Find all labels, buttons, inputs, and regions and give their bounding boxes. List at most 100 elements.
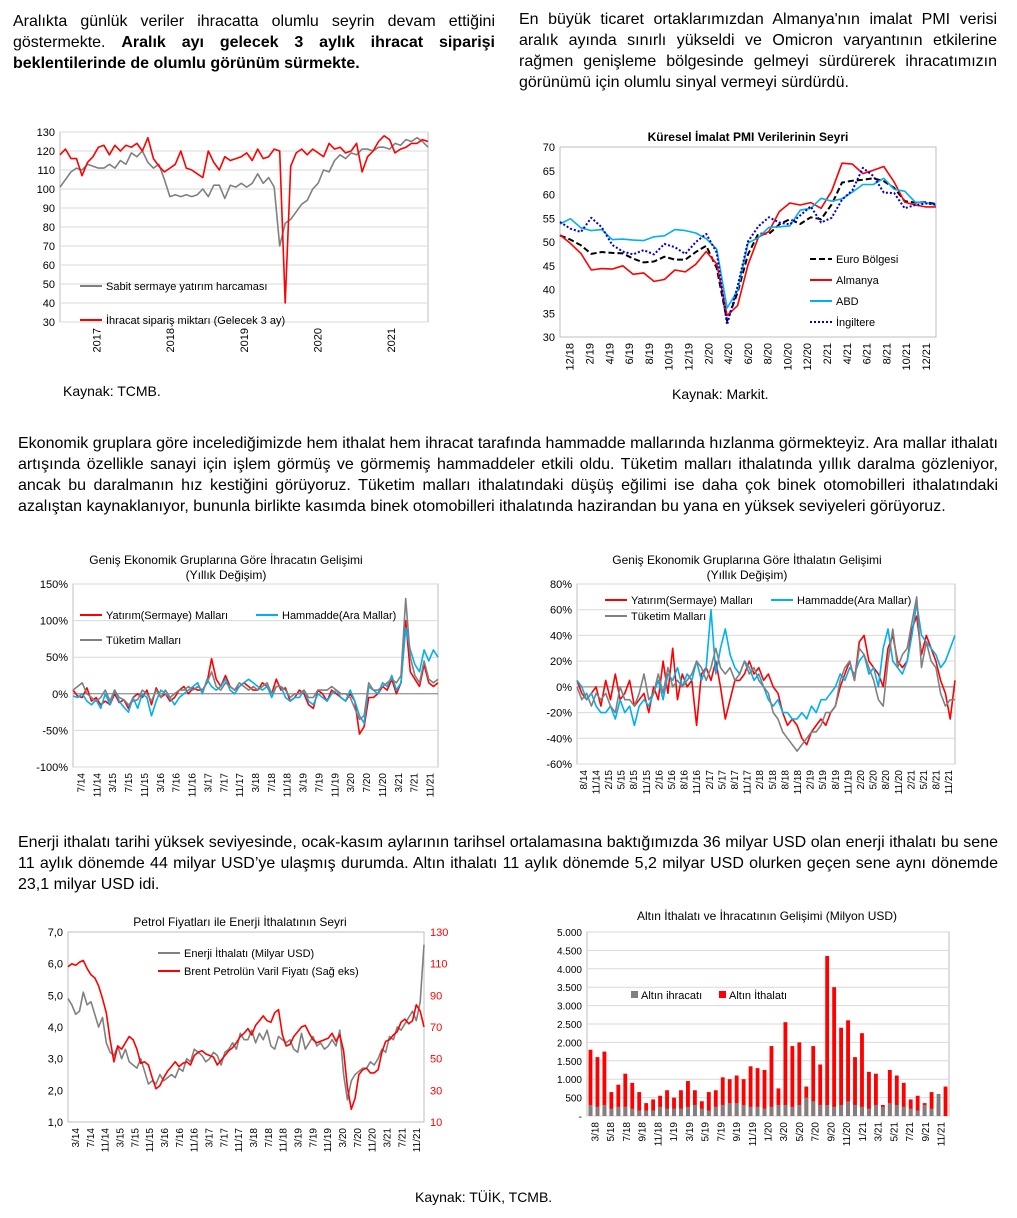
x-tick-label: 1/20 (764, 1122, 775, 1142)
x-tick-label: 7/19 (314, 773, 325, 793)
chart-title: Geniş Ekonomik Gruplarına Göre İthalatın… (612, 553, 881, 567)
x-tick-label: 8/17 (730, 770, 741, 790)
x-tick-label: 3/15 (115, 1128, 126, 1148)
x-tick-label: 11/16 (188, 773, 199, 798)
x-tick-label: 8/20 (763, 343, 775, 364)
y-tick-label: 60 (43, 260, 55, 272)
bar-gold-exports (762, 1108, 767, 1116)
x-tick-label: 11/15 (140, 773, 151, 798)
x-tick-label: 3/16 (156, 773, 167, 793)
legend-gold-exports-label: Altın ihracatı (641, 990, 702, 1002)
legend-germany-label: Almanya (836, 275, 880, 287)
bar-gold-imports (908, 1099, 913, 1116)
bar-gold-imports (630, 1082, 635, 1116)
y-tick-label: 120 (37, 146, 55, 158)
chart-subtitle: (Yıllık Değişim) (186, 568, 267, 582)
bar-gold-imports (832, 987, 837, 1116)
x-tick-label: 2017 (92, 328, 104, 352)
x-tick-label: 3/17 (204, 1128, 215, 1148)
y-tick-label: 2,0 (48, 1085, 63, 1097)
y-tick-label: -50% (42, 725, 68, 737)
x-tick-label: 3/20 (779, 1122, 790, 1142)
x-tick-label: 2020 (312, 328, 324, 352)
x-tick-label: 11/14 (591, 770, 602, 795)
y-right-tick-label: 10 (430, 1117, 442, 1129)
x-tick-label: 3/19 (293, 1128, 304, 1148)
x-tick-label: 7/17 (219, 1128, 230, 1148)
bar-gold-exports (783, 1104, 788, 1116)
x-tick-label: 5/19 (818, 770, 829, 790)
x-tick-label: 11/17 (743, 770, 754, 795)
y-right-tick-label: 50 (430, 1054, 442, 1066)
series-line (559, 177, 937, 322)
bar-gold-exports (609, 1108, 614, 1116)
x-tick-label: 2/21 (822, 343, 834, 364)
series-line (559, 177, 937, 309)
bar-gold-imports (873, 1073, 878, 1116)
bar-gold-imports (602, 1051, 607, 1116)
legend-usa-label: ABD (836, 296, 859, 308)
x-tick-label: 8/21 (881, 343, 893, 364)
y-tick-label: 1.000 (557, 1075, 582, 1086)
bar-gold-exports (588, 1104, 593, 1116)
series-line (559, 162, 936, 317)
bar-gold-imports (839, 1027, 844, 1116)
bar-gold-exports (665, 1108, 669, 1116)
x-tick-label: 3/18 (251, 773, 262, 793)
x-tick-label: 5/21 (889, 1122, 900, 1142)
legend-consumer-goods-label: Tüketim Malları (631, 611, 706, 623)
bar-gold-imports (887, 1070, 892, 1116)
x-tick-label: 9/21 (921, 1122, 932, 1142)
x-tick-label: 11/15 (642, 770, 653, 795)
x-tick-label: 8/20 (881, 770, 892, 790)
bar-gold-imports (901, 1082, 906, 1116)
chart-gold-trade: 5.000 4.500 4.000 3.500 3.000 2.500 2.000 1.500… (557, 909, 950, 1146)
y-tick-label: 80% (550, 579, 572, 591)
bar-gold-exports (727, 1103, 732, 1116)
bar-gold-exports (818, 1104, 823, 1116)
x-tick-label: 4/19 (604, 343, 616, 364)
legend-consumer-goods-label: Tüketim Malları (106, 635, 181, 647)
x-tick-label: 2/19 (585, 343, 597, 364)
x-tick-label: 3/17 (203, 773, 214, 793)
y-tick-label: 70 (543, 142, 555, 154)
bar-gold-imports (818, 1064, 823, 1116)
legend-euro-label: Euro Bölgesi (836, 254, 898, 266)
series-line (72, 627, 439, 724)
x-tick-label: 3/15 (108, 773, 119, 793)
bar-gold-exports (922, 1104, 927, 1116)
chart-export-orders: 130 120 110 100 90 80 70 60 50 40 30 2017 2018 2019 20… (37, 127, 429, 352)
x-tick-label: 7/21 (905, 1122, 916, 1142)
bar-gold-exports (880, 1106, 885, 1116)
bar-gold-exports (797, 1104, 802, 1116)
x-tick-label: 11/20 (368, 1128, 379, 1153)
bar-gold-imports (783, 1022, 788, 1116)
y-tick-label: 60% (550, 605, 572, 617)
bar-gold-exports (706, 1110, 711, 1116)
bar-gold-exports (630, 1108, 635, 1116)
y-tick-label: 2.000 (557, 1038, 582, 1049)
y-tick-label: - (579, 1112, 582, 1123)
bar-gold-exports (748, 1106, 753, 1116)
x-tick-label: 3/18 (249, 1128, 260, 1148)
y-tick-label: 70 (43, 241, 55, 253)
legend-capital-goods-label: Yatırım(Sermaye) Malları (631, 595, 753, 607)
series-line (576, 596, 955, 752)
series-line (67, 959, 425, 1111)
x-tick-label: 6/19 (624, 343, 636, 364)
bar-gold-imports (658, 1095, 663, 1116)
x-tick-label: 1/19 (669, 1122, 680, 1142)
y-tick-label: 4.000 (557, 965, 582, 976)
bar-gold-imports (651, 1099, 656, 1116)
x-tick-label: 7/19 (716, 1122, 727, 1142)
bar-gold-exports (894, 1104, 899, 1116)
y-tick-label: -60% (546, 759, 572, 771)
y-tick-label: 7,0 (48, 927, 63, 939)
x-tick-label: 11/14 (101, 1128, 112, 1153)
x-tick-label: 5/17 (717, 770, 728, 790)
bar-gold-imports (853, 1057, 857, 1116)
bar-gold-imports (686, 1081, 690, 1116)
bar-gold-imports (727, 1079, 732, 1116)
x-tick-label: 7/18 (264, 1128, 275, 1148)
bar-gold-exports (623, 1106, 628, 1116)
